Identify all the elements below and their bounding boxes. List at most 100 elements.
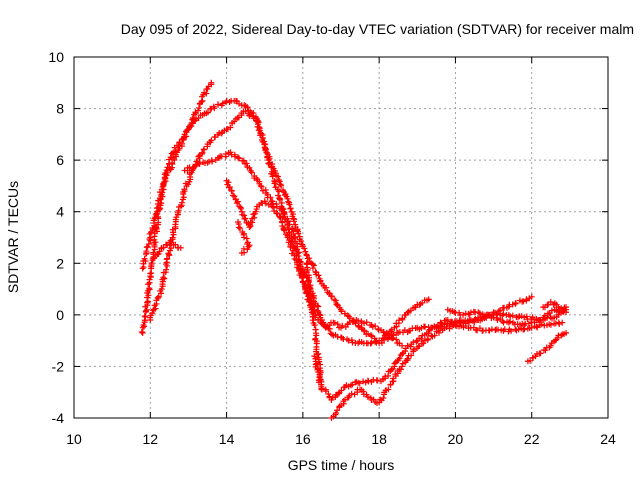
data-point [226,184,233,191]
data-point [338,387,345,394]
data-point [315,272,322,279]
data-point [144,243,151,250]
data-point [205,109,211,116]
data-point [152,305,159,312]
data-point [295,253,302,260]
x-tick-label: 10 [66,431,82,447]
data-point [211,105,218,112]
data-point [338,402,345,409]
data-point [399,363,406,370]
data-point [255,127,262,134]
data-point [558,305,565,312]
data-point [269,173,276,180]
data-point [388,366,395,373]
data-point [333,301,340,308]
x-tick-label: 22 [524,431,540,447]
data-point [162,175,169,182]
grid [74,57,608,418]
data-point [152,211,159,218]
data-point [184,126,191,133]
data-point [236,100,243,107]
data-point [164,164,171,171]
data-points [138,79,570,421]
data-point [280,226,287,233]
plot-frame [73,56,609,419]
data-point [408,352,415,359]
data-point [227,124,234,131]
data-point [162,170,169,177]
data-point [155,197,162,204]
data-point [500,310,507,317]
data-point [508,328,515,335]
data-point [307,282,314,289]
data-point [317,376,324,383]
data-point [201,146,208,153]
x-tick-label: 14 [219,431,235,447]
data-point [528,293,535,300]
data-point [468,317,475,324]
data-point [310,320,317,327]
data-point [367,340,374,347]
data-point [286,201,293,208]
data-point [393,336,400,343]
data-point [235,154,242,161]
data-point [325,390,332,397]
data-point [156,248,163,255]
data-point [273,209,280,216]
data-point [332,297,339,304]
data-point [515,314,522,321]
data-point [541,312,548,319]
data-point [294,227,301,234]
data-point [141,255,148,262]
data-point [215,154,222,161]
data-point [507,318,514,325]
y-tick-label: 6 [56,152,64,168]
data-point [228,187,235,194]
data-point [399,350,406,357]
data-point [494,316,501,323]
data-point [246,164,253,171]
y-tick-label: 0 [56,307,64,323]
data-point [425,296,432,303]
data-point [164,255,171,262]
data-point [385,386,392,393]
data-point [196,104,203,111]
data-point [310,310,317,317]
y-axis-title: SDTVAR / TECUs [5,181,21,293]
data-point [559,319,566,326]
data-point [312,326,319,333]
y-axis: -4 -2 0 2 4 6 8 10 [48,49,608,426]
data-point [404,355,411,362]
data-point [537,350,544,357]
data-point [271,180,278,187]
data-point [425,335,432,342]
data-point [306,291,313,298]
data-point [266,161,273,168]
data-point [520,298,527,305]
data-point [302,248,309,255]
data-point [246,242,253,249]
y-tick-label: 4 [56,204,64,220]
chart-title: Day 095 of 2022, Sidereal Day-to-day VTE… [121,21,634,37]
data-point [243,235,250,242]
data-point [255,119,262,126]
data-point [443,324,450,331]
data-point [289,225,296,232]
data-point [289,247,296,254]
data-point [398,366,405,373]
data-point [303,260,310,267]
data-point [523,296,530,303]
data-point [290,218,297,225]
series-track-10 [444,306,570,329]
data-point [372,323,379,330]
data-point [500,319,507,326]
data-point [177,203,184,210]
data-point [521,314,528,321]
data-point [257,132,264,139]
data-point [318,386,325,393]
data-point [368,339,375,346]
data-point [145,241,152,248]
data-point [195,160,202,167]
data-point [298,274,305,281]
series-track-7 [235,219,253,256]
